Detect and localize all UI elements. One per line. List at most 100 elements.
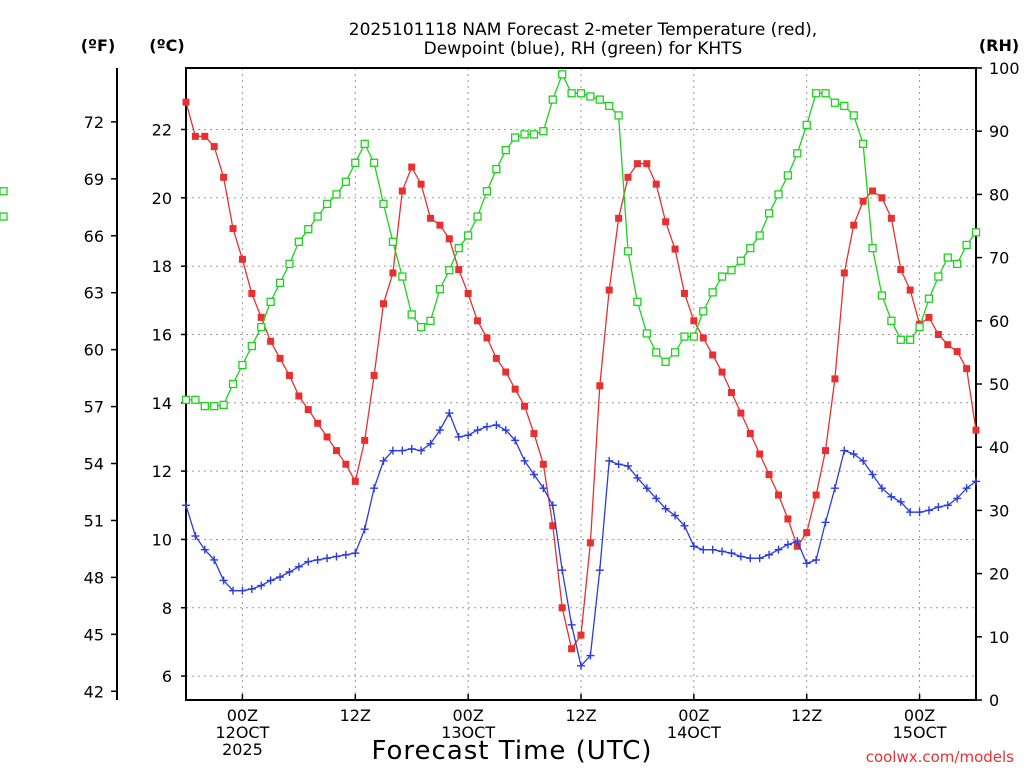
rh-point xyxy=(858,139,868,148)
temperature-point xyxy=(511,385,519,393)
temperature-point xyxy=(972,426,980,434)
plot-frame xyxy=(185,67,977,701)
dewpoint-point xyxy=(783,540,792,549)
rh-point xyxy=(257,322,266,332)
temperature-point xyxy=(775,491,782,499)
temperature-point xyxy=(201,132,209,140)
dewpoint-point xyxy=(257,581,266,590)
rh-point xyxy=(699,307,708,316)
temperature-point xyxy=(605,286,613,294)
rh-tick-label: 10 xyxy=(989,628,1009,647)
temperature-point xyxy=(464,289,472,297)
dewpoint-point xyxy=(473,426,482,435)
rh-point xyxy=(821,89,830,98)
series xyxy=(0,70,981,670)
temperature-point xyxy=(257,313,265,321)
temperature-point xyxy=(304,406,312,414)
temperature-point xyxy=(671,245,679,253)
dewpoint-point xyxy=(238,586,247,595)
rh-point xyxy=(539,127,548,136)
dewpoint-point xyxy=(943,501,952,510)
rh-point xyxy=(802,120,811,130)
rh-point xyxy=(934,272,943,281)
dewpoint-point xyxy=(266,576,275,585)
rh-point xyxy=(689,332,699,341)
rh-point xyxy=(840,101,849,111)
x-tick-label: 00Z xyxy=(904,706,935,725)
f-tick-label: 60 xyxy=(84,341,104,360)
rh-unit-label: (RH) xyxy=(979,36,1019,55)
rh-point xyxy=(294,237,304,246)
c-tick-label: 6 xyxy=(162,667,172,686)
f-tick-label: 72 xyxy=(84,113,104,132)
rh-point xyxy=(501,146,510,155)
temperature-point xyxy=(380,300,387,308)
rh-point xyxy=(529,130,539,139)
rh-point xyxy=(219,400,228,410)
dewpoint-point xyxy=(906,508,915,517)
rh-point xyxy=(811,89,821,98)
c-tick-label: 22 xyxy=(152,120,172,139)
temperature-point xyxy=(342,460,350,468)
dewpoint-point xyxy=(633,473,642,482)
rh-point xyxy=(727,266,736,275)
temperature-point xyxy=(963,365,971,373)
rh-point xyxy=(793,149,802,158)
dewpoint-point xyxy=(840,446,849,455)
x-tick-label: 14OCT xyxy=(667,723,721,742)
dewpoint-point xyxy=(482,422,491,431)
rh-point xyxy=(482,187,492,196)
rh-tick-label: 20 xyxy=(989,565,1009,584)
dewpoint-point xyxy=(210,555,219,564)
temperature-point xyxy=(934,330,942,338)
rh-tick-label: 90 xyxy=(989,122,1009,141)
rh-point xyxy=(586,92,595,101)
rh-tick-label: 0 xyxy=(989,691,999,710)
dewpoint-point xyxy=(746,554,755,563)
temperature-point xyxy=(182,98,190,106)
rh-point xyxy=(322,199,332,209)
c-tick-label: 20 xyxy=(152,189,172,208)
dewpoint-point xyxy=(323,554,332,563)
chart-title-line-1: 2025101118 NAM Forecast 2-meter Temperat… xyxy=(349,20,817,40)
f-tick-label: 51 xyxy=(84,511,104,530)
rh-point xyxy=(247,341,256,351)
temperature-point xyxy=(436,221,444,229)
temperature-point xyxy=(953,348,961,356)
temperature-point xyxy=(577,631,585,639)
temperature-point xyxy=(615,214,623,222)
dewpoint-point xyxy=(652,494,661,503)
dewpoint-point xyxy=(821,518,830,527)
temperature-point xyxy=(295,392,303,400)
dewpoint-point xyxy=(586,651,595,660)
rh-point xyxy=(313,212,322,221)
dewpoint-point xyxy=(313,555,322,564)
temperature-point xyxy=(652,180,660,188)
dewpoint-point xyxy=(379,456,388,465)
rh-point xyxy=(407,310,416,319)
dewpoint-point xyxy=(868,470,877,479)
rh-point xyxy=(228,379,238,389)
rh-point xyxy=(200,401,209,411)
temperature-point xyxy=(445,235,453,243)
rh-point xyxy=(830,98,840,107)
temperature-point xyxy=(765,471,773,479)
rh-tick-label: 80 xyxy=(989,185,1009,204)
temperature-point xyxy=(558,604,566,612)
rh-point xyxy=(191,395,200,404)
dewpoint-point xyxy=(445,409,454,418)
dewpoint-point xyxy=(614,460,623,469)
rh-point xyxy=(379,199,388,209)
rh-point xyxy=(708,288,717,297)
temperature-point xyxy=(521,402,529,410)
f-unit-label: (ºF) xyxy=(81,36,116,55)
dewpoint-point xyxy=(774,545,783,554)
dewpoint-point xyxy=(548,501,557,510)
temperature-point xyxy=(878,194,886,202)
rh-point xyxy=(896,335,905,344)
rh-point xyxy=(548,95,557,104)
rh-point xyxy=(426,316,435,325)
c-tick-label: 10 xyxy=(152,530,172,549)
c-tick-label: 8 xyxy=(162,599,172,618)
dewpoint-point xyxy=(454,432,463,441)
